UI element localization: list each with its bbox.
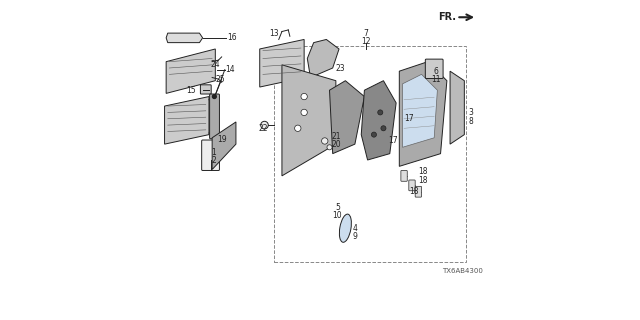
FancyBboxPatch shape xyxy=(415,186,422,197)
Circle shape xyxy=(321,138,328,144)
Text: 2: 2 xyxy=(211,156,216,164)
Text: 3: 3 xyxy=(468,108,473,117)
Circle shape xyxy=(260,121,268,129)
Text: TX6AB4300: TX6AB4300 xyxy=(442,268,483,274)
Polygon shape xyxy=(403,74,437,147)
Text: 17: 17 xyxy=(404,114,413,123)
Text: FR.: FR. xyxy=(438,12,456,22)
Text: 11: 11 xyxy=(431,75,440,84)
Text: 25: 25 xyxy=(215,75,225,84)
Text: 12: 12 xyxy=(361,36,371,45)
Text: 14: 14 xyxy=(225,65,235,74)
Text: 10: 10 xyxy=(333,211,342,220)
Text: 22: 22 xyxy=(258,124,268,133)
FancyBboxPatch shape xyxy=(401,171,407,181)
Polygon shape xyxy=(450,71,465,144)
Text: 8: 8 xyxy=(468,117,473,126)
Circle shape xyxy=(294,125,301,132)
Text: 24: 24 xyxy=(211,60,220,69)
Circle shape xyxy=(301,109,307,116)
Text: 15: 15 xyxy=(187,86,196,95)
Polygon shape xyxy=(282,65,336,176)
Text: 18: 18 xyxy=(419,176,428,185)
Polygon shape xyxy=(260,39,304,87)
Circle shape xyxy=(381,126,386,131)
Circle shape xyxy=(212,95,216,99)
Polygon shape xyxy=(330,81,364,154)
FancyBboxPatch shape xyxy=(210,94,220,139)
Bar xyxy=(274,46,466,261)
Text: 19: 19 xyxy=(217,135,227,144)
Text: 6: 6 xyxy=(433,67,438,76)
Text: 21: 21 xyxy=(331,132,340,141)
Ellipse shape xyxy=(339,214,351,242)
FancyBboxPatch shape xyxy=(200,85,211,94)
Circle shape xyxy=(371,132,376,137)
Text: 13: 13 xyxy=(269,28,279,38)
Circle shape xyxy=(301,93,307,100)
Text: 20: 20 xyxy=(331,140,340,148)
Polygon shape xyxy=(212,122,236,170)
Polygon shape xyxy=(307,39,339,77)
Polygon shape xyxy=(166,33,203,43)
Text: 23: 23 xyxy=(336,63,346,73)
Circle shape xyxy=(327,145,332,150)
FancyBboxPatch shape xyxy=(426,59,443,78)
FancyBboxPatch shape xyxy=(202,140,220,171)
Text: 4: 4 xyxy=(353,224,357,233)
Text: 18: 18 xyxy=(419,167,428,176)
Polygon shape xyxy=(361,81,396,160)
Text: 16: 16 xyxy=(227,33,237,42)
Text: 9: 9 xyxy=(353,232,357,241)
Text: 18: 18 xyxy=(409,187,419,196)
Polygon shape xyxy=(399,62,447,166)
Text: 7: 7 xyxy=(364,28,369,38)
Text: 5: 5 xyxy=(335,203,340,212)
Circle shape xyxy=(378,110,383,115)
Polygon shape xyxy=(164,97,209,144)
Polygon shape xyxy=(166,49,215,93)
Text: 1: 1 xyxy=(211,148,216,156)
Text: 17: 17 xyxy=(388,136,398,146)
FancyBboxPatch shape xyxy=(409,180,415,191)
